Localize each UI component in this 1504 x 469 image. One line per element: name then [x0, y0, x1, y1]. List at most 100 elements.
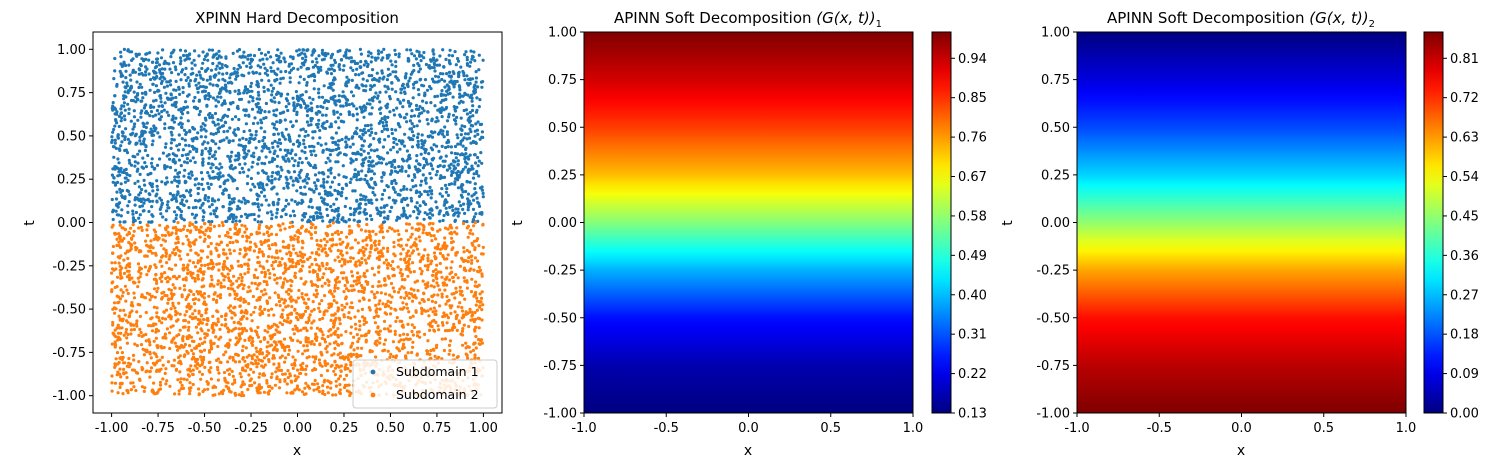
scatter-point — [416, 289, 420, 293]
scatter-point — [437, 79, 441, 83]
scatter-point — [183, 138, 187, 142]
scatter-point — [121, 80, 125, 84]
scatter-point — [426, 256, 430, 260]
scatter-point — [280, 322, 285, 327]
scatter-point — [216, 320, 220, 324]
scatter-point — [172, 138, 176, 142]
scatter-point — [137, 333, 141, 337]
scatter-point — [421, 106, 425, 110]
scatter-point — [478, 137, 482, 141]
scatter-point — [380, 71, 384, 75]
scatter-point — [233, 225, 237, 230]
scatter-point — [284, 105, 288, 109]
scatter-point — [154, 233, 158, 238]
scatter-point — [441, 218, 445, 223]
scatter-point — [209, 377, 213, 381]
scatter-point — [383, 84, 387, 88]
scatter-point — [191, 298, 195, 302]
scatter-point — [135, 97, 139, 101]
scatter-point — [397, 52, 401, 56]
scatter-point — [477, 326, 481, 330]
scatter-point — [468, 136, 472, 140]
scatter-point — [358, 65, 362, 69]
scatter-point — [318, 136, 322, 140]
scatter-point — [136, 179, 140, 183]
scatter-point — [405, 333, 410, 337]
scatter-point — [360, 162, 364, 166]
scatter-point — [265, 381, 269, 385]
scatter-point — [349, 363, 353, 367]
scatter-point — [469, 141, 473, 145]
scatter-point — [405, 187, 409, 191]
scatter-point — [270, 307, 274, 311]
scatter-point — [131, 127, 135, 131]
scatter-point — [387, 304, 391, 308]
scatter-point — [377, 161, 381, 165]
scatter-point — [174, 168, 178, 172]
scatter-point — [464, 50, 468, 54]
scatter-point — [240, 166, 244, 170]
scatter-point — [179, 110, 183, 114]
scatter-point — [288, 76, 292, 80]
scatter-point — [363, 124, 368, 128]
scatter-point — [360, 261, 364, 265]
scatter-point — [363, 198, 367, 202]
scatter-point — [200, 177, 205, 181]
scatter-point — [411, 340, 415, 344]
scatter-point — [381, 235, 385, 240]
scatter-point — [296, 139, 300, 143]
scatter-point — [255, 80, 259, 84]
scatter-point — [407, 296, 411, 300]
scatter-point — [132, 291, 136, 295]
scatter-point — [478, 98, 482, 102]
scatter-point — [219, 95, 223, 99]
scatter-point — [123, 196, 127, 201]
scatter-point — [247, 373, 251, 377]
scatter-point — [256, 171, 260, 175]
scatter-point — [180, 216, 184, 221]
scatter-point — [251, 202, 255, 206]
scatter-point — [289, 68, 293, 72]
scatter-point — [369, 51, 373, 56]
scatter-point — [135, 310, 139, 314]
scatter-point — [376, 332, 380, 336]
scatter-point — [345, 302, 349, 306]
scatter-point — [302, 48, 306, 52]
scatter-point — [201, 230, 205, 235]
scatter-point — [291, 142, 296, 146]
scatter-point — [394, 137, 398, 141]
scatter-point — [327, 290, 332, 294]
scatter-point — [250, 354, 254, 358]
scatter-point — [140, 57, 144, 61]
scatter-point — [317, 87, 321, 91]
scatter-point — [362, 127, 366, 131]
scatter-point — [406, 157, 410, 161]
scatter-point — [287, 202, 291, 206]
scatter-point — [397, 243, 401, 247]
scatter-point — [473, 256, 477, 260]
scatter-point — [168, 79, 172, 83]
scatter-point — [142, 142, 146, 146]
scatter-point — [239, 375, 243, 379]
scatter-point — [325, 254, 329, 258]
scatter-point — [187, 93, 191, 97]
scatter-point — [366, 123, 370, 128]
scatter-point — [470, 99, 474, 103]
scatter-point — [299, 267, 303, 272]
scatter-point — [369, 148, 373, 152]
scatter-point — [297, 288, 301, 293]
scatter-point — [259, 65, 263, 69]
scatter-point — [386, 67, 390, 71]
scatter-point — [268, 296, 272, 300]
scatter-point — [216, 130, 221, 134]
scatter-point — [339, 104, 343, 108]
scatter-point — [417, 50, 421, 54]
scatter-point — [121, 134, 125, 138]
scatter-point — [374, 131, 378, 135]
scatter-point — [265, 183, 269, 187]
scatter-point — [385, 56, 389, 60]
scatter-point — [337, 280, 341, 284]
scatter-point — [455, 355, 459, 359]
scatter-point — [430, 189, 434, 193]
scatter-point — [117, 202, 121, 206]
